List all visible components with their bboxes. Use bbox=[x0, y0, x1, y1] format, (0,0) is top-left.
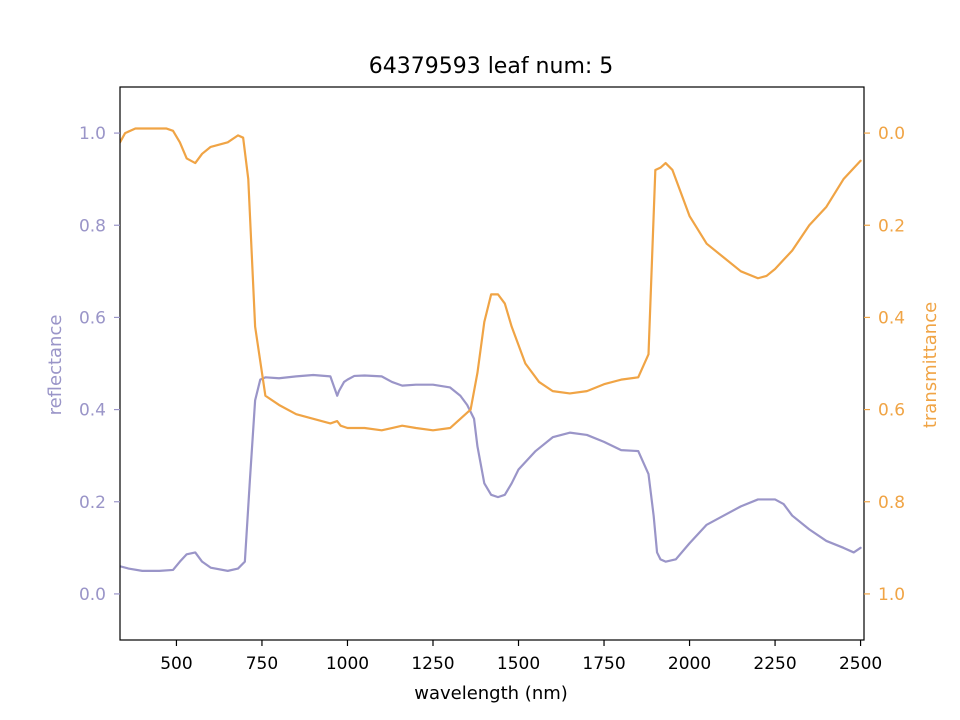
right-tick-label: 0.2 bbox=[878, 216, 905, 236]
left-tick-label: 0.4 bbox=[79, 401, 106, 421]
x-tick-label: 2250 bbox=[753, 654, 796, 674]
x-tick-label: 1250 bbox=[411, 654, 454, 674]
chart-title: 64379593 leaf num: 5 bbox=[369, 54, 614, 79]
left-tick-label: 0.0 bbox=[79, 585, 106, 605]
x-tick-label: 2500 bbox=[839, 654, 882, 674]
left-tick-label: 1.0 bbox=[79, 124, 106, 144]
x-tick-label: 1000 bbox=[326, 654, 369, 674]
x-tick-label: 1500 bbox=[497, 654, 540, 674]
left-tick-label: 0.2 bbox=[79, 493, 106, 513]
plot-frame bbox=[119, 86, 865, 641]
right-tick-label: 1.0 bbox=[878, 585, 905, 605]
x-tick-label: 750 bbox=[246, 654, 278, 674]
x-tick-label: 2000 bbox=[668, 654, 711, 674]
series-line-transmittance bbox=[120, 127, 862, 432]
left-axis-title: reflectance bbox=[45, 315, 66, 416]
x-axis-title: wavelength (nm) bbox=[414, 683, 568, 704]
axes-layer: 500 750 1000 1250 1500 1750 2000 2250 2500 0.0 0.2… bbox=[79, 86, 905, 674]
right-tick-label: 0.0 bbox=[878, 124, 905, 144]
right-tick-label: 0.6 bbox=[878, 401, 905, 421]
right-axis-title: transmittance bbox=[920, 302, 941, 428]
right-tick-label: 0.4 bbox=[878, 308, 905, 328]
series-line-reflectance bbox=[120, 373, 862, 572]
right-tick-label: 0.8 bbox=[878, 493, 905, 513]
x-tick-label: 1750 bbox=[582, 654, 625, 674]
x-tick-label: 500 bbox=[160, 654, 192, 674]
left-tick-label: 0.6 bbox=[79, 308, 106, 328]
plot-layer bbox=[120, 127, 862, 572]
left-tick-label: 0.8 bbox=[79, 216, 106, 236]
